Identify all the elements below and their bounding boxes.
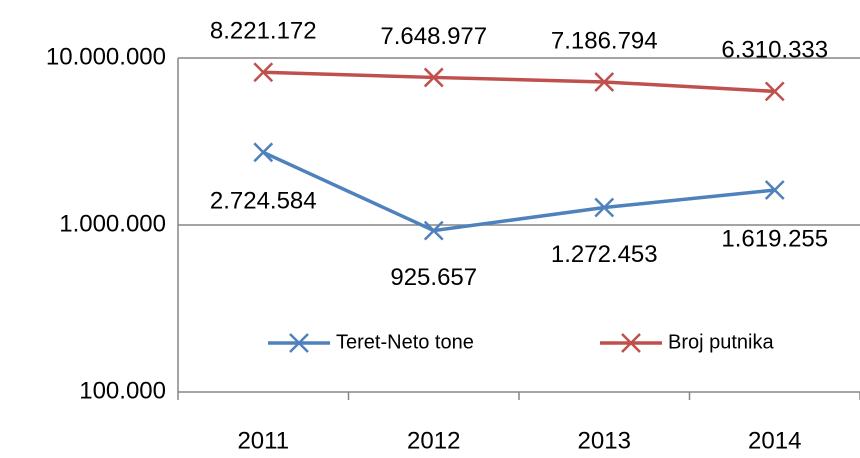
data-label: 7.186.794 xyxy=(551,27,658,54)
data-point xyxy=(423,67,444,88)
data-label: 925.657 xyxy=(390,264,477,291)
data-point xyxy=(253,142,274,163)
data-point xyxy=(423,220,444,241)
data-point xyxy=(594,197,615,218)
legend-marker xyxy=(289,333,309,353)
data-label: 8.221.172 xyxy=(210,18,317,45)
data-label: 1.272.453 xyxy=(551,241,658,268)
data-point xyxy=(764,180,785,200)
x-tick-label: 2014 xyxy=(748,427,801,454)
y-tick-label: 10.000.000 xyxy=(46,43,166,70)
legend-marker xyxy=(621,333,641,353)
x-tick-label: 2012 xyxy=(407,427,460,454)
data-label: 7.648.977 xyxy=(380,23,487,50)
data-point xyxy=(594,72,615,92)
y-tick-label: 1.000.000 xyxy=(59,210,166,237)
data-label: 1.619.255 xyxy=(721,225,828,252)
legend-label: Teret-Neto tone xyxy=(336,331,474,353)
data-point xyxy=(253,62,274,83)
legend-label: Broj putnika xyxy=(668,331,774,353)
series-line xyxy=(262,150,775,233)
x-tick-label: 2013 xyxy=(578,427,631,454)
data-label: 2.724.584 xyxy=(210,188,317,215)
data-point xyxy=(764,81,785,102)
data-label: 6.310.333 xyxy=(721,37,828,64)
series-line xyxy=(263,70,775,94)
y-tick-label: 100.000 xyxy=(79,377,166,404)
x-tick-label: 2011 xyxy=(237,427,289,454)
